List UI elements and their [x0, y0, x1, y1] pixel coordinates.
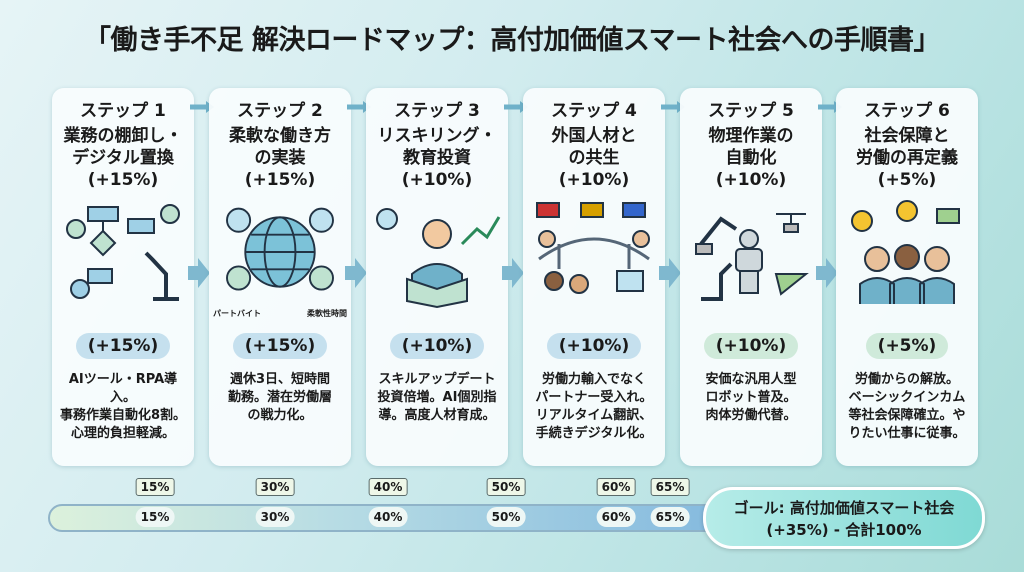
step-number: ステップ 2 — [237, 101, 323, 121]
progress-tooltip: 65% — [650, 478, 690, 496]
goal-line1: ゴール: 高付加価値スマート社会 — [733, 499, 955, 517]
step-description: AIツール・RPA導入。事務作業自動化8割。 心理的負担軽減。 — [52, 371, 194, 443]
step-heading-line: 教育投資 — [403, 148, 471, 168]
step-card-2: ステップ 2 柔軟な働き方 の実装 (+15%) パートバイト 柔軟性時間 (+15%… — [209, 88, 351, 466]
step-desc-line: 心理的負担軽減。 — [70, 426, 175, 441]
step-description: 安価な汎用人型 ロボット普及。 肉体労働代替。 — [680, 371, 822, 425]
globe-network-icon: パートバイト 柔軟性時間 — [209, 199, 351, 319]
step-number: ステップ 4 — [551, 101, 637, 121]
step-description: 労働力輸入でなく パートナー受入れ。 リアルタイム翻訳、 手続きデジタル化。 — [523, 371, 665, 443]
arrow-right-icon — [502, 258, 524, 288]
step-desc-line: ロボット普及。 — [705, 390, 797, 405]
step-percent: (+5%) — [877, 170, 937, 190]
step-description: スキルアップデート 投資倍増。AI個別指 導。高度人材育成。 — [366, 371, 508, 425]
illustration-label: 柔軟性時間 — [307, 309, 347, 318]
progress-tooltip: 60% — [596, 478, 636, 496]
step-desc-line: 肉体労働代替。 — [705, 408, 797, 423]
step-heading: 物理作業の 自動化 (+10%) — [680, 125, 822, 191]
step-heading-line: 社会保障と — [864, 126, 950, 146]
step-desc-line: 投資倍増。AI個別指 — [377, 390, 497, 405]
page-title: 「働き手不足 解決ロードマップ：高付加価値スマート社会への手順書」 — [83, 25, 941, 56]
step-desc-line: パートナー受入れ。 — [535, 390, 653, 405]
step-card-3: ステップ 3 リスキリング・ 教育投資 (+10%) (+10%) スキルアップデー… — [366, 88, 508, 466]
progress-tooltip: 15% — [135, 478, 175, 496]
step-badge: (+15%) — [232, 333, 328, 359]
step-desc-line: 等社会保障確立。や — [848, 408, 966, 423]
bridge-people-icon — [523, 199, 665, 319]
arrow-right-icon — [345, 258, 367, 288]
step-heading: 社会保障と 労働の再定義 (+5%) — [836, 125, 978, 191]
step-percent: (+10%) — [715, 170, 787, 190]
step-heading-line: 外国人材と — [551, 126, 637, 146]
step-percent: (+15%) — [244, 170, 316, 190]
step-desc-line: 事務作業自動化8割。 — [59, 408, 187, 423]
progress-marker: 50% — [486, 507, 526, 527]
step-card-5: ステップ 5 物理作業の 自動化 (+10%) (+10%) 安価な汎用人型 ロボット… — [680, 88, 822, 466]
step-badge: (+5%) — [865, 333, 949, 359]
step-heading-line: 労働の再定義 — [856, 148, 958, 168]
step-card-4: ステップ 4 外国人材と の共生 (+10%) (+10%) 労働力輸入でなく パート… — [523, 88, 665, 466]
progress-tooltip: 50% — [486, 478, 526, 496]
step-heading-line: 物理作業の — [708, 126, 794, 146]
step-desc-line: 週休3日、短時間 — [229, 372, 331, 387]
flowchart-robot-arm-icon — [52, 199, 194, 319]
progress-tooltip: 40% — [368, 478, 408, 496]
step-desc-line: りたい仕事に従事。 — [848, 426, 966, 441]
step-desc-line: ベーシックインカム — [848, 390, 966, 405]
student-reading-icon — [366, 199, 508, 319]
step-badge: (+10%) — [703, 333, 799, 359]
step-desc-line: 手続きデジタル化。 — [535, 426, 653, 441]
step-number: ステップ 6 — [864, 101, 950, 121]
step-percent: (+10%) — [558, 170, 630, 190]
arrow-right-icon — [659, 258, 681, 288]
step-desc-line: 労働力輸入でなく — [541, 372, 646, 387]
goal-line2: (+35%) - 合計100% — [766, 521, 922, 539]
step-desc-line: の戦力化。 — [247, 408, 313, 423]
step-description: 労働からの解放。 ベーシックインカム 等社会保障確立。や りたい仕事に従事。 — [836, 371, 978, 443]
step-badge: (+10%) — [389, 333, 485, 359]
step-heading: 柔軟な働き方 の実装 (+15%) — [209, 125, 351, 191]
step-desc-line: AIツール・RPA導入。 — [68, 372, 178, 405]
arrow-right-icon — [188, 258, 210, 288]
progress-tooltip: 30% — [255, 478, 295, 496]
progress-marker: 15% — [135, 507, 175, 527]
step-heading-line: リスキリング・ — [377, 126, 497, 146]
step-percent: (+15%) — [87, 170, 159, 190]
step-number: ステップ 1 — [80, 101, 166, 121]
robots-drones-icon — [680, 199, 822, 319]
step-desc-line: 勤務。潜在労働層 — [227, 390, 332, 405]
step-badge: (+10%) — [546, 333, 642, 359]
step-heading-line: の実装 — [254, 148, 306, 168]
step-card-1: ステップ 1 業務の棚卸し・ デジタル置換 (+15%) (+15%) AIツール・… — [52, 88, 194, 466]
step-percent: (+10%) — [401, 170, 473, 190]
step-desc-line: リアルタイム翻訳、 — [535, 408, 653, 423]
step-description: 週休3日、短時間 勤務。潜在労働層 の戦力化。 — [209, 371, 351, 425]
step-desc-line: 労働からの解放。 — [854, 372, 959, 387]
progress-marker: 30% — [255, 507, 295, 527]
step-number: ステップ 3 — [394, 101, 480, 121]
step-heading-line: デジタル置換 — [72, 148, 174, 168]
step-desc-line: 安価な汎用人型 — [705, 372, 797, 387]
illustration-labels: パートバイト 柔軟性時間 — [213, 309, 347, 319]
step-card-6: ステップ 6 社会保障と 労働の再定義 (+5%) (+5%) 労働からの解放。 ベー… — [836, 88, 978, 466]
progress-marker: 65% — [650, 507, 690, 527]
step-heading: リスキリング・ 教育投資 (+10%) — [366, 125, 508, 191]
progress-marker: 60% — [596, 507, 636, 527]
happy-people-money-icon — [836, 199, 978, 319]
step-number: ステップ 5 — [708, 101, 794, 121]
illustration-label: パートバイト — [213, 309, 261, 318]
step-heading: 外国人材と の共生 (+10%) — [523, 125, 665, 191]
step-badge: (+15%) — [75, 333, 171, 359]
step-desc-line: 導。高度人材育成。 — [378, 408, 496, 423]
step-heading-line: 柔軟な働き方 — [229, 126, 331, 146]
arrow-right-icon — [816, 258, 838, 288]
goal-pill: ゴール: 高付加価値スマート社会 (+35%) - 合計100% — [703, 487, 985, 549]
step-heading: 業務の棚卸し・ デジタル置換 (+15%) — [52, 125, 194, 191]
step-heading-line: 自動化 — [725, 148, 777, 168]
step-heading-line: の共生 — [568, 148, 620, 168]
progress-marker: 40% — [368, 507, 408, 527]
step-heading-line: 業務の棚卸し・ — [63, 126, 183, 146]
step-desc-line: スキルアップデート — [378, 372, 496, 387]
